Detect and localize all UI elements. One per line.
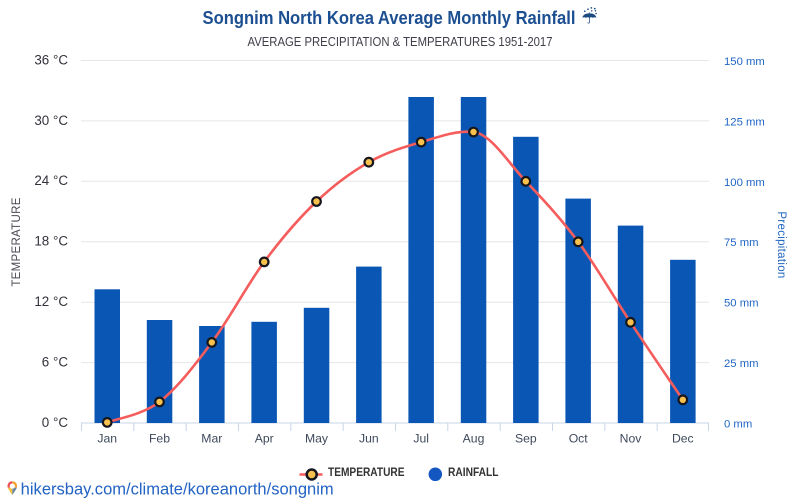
svg-text:TEMPERATURE: TEMPERATURE bbox=[328, 465, 405, 479]
svg-text:Jan: Jan bbox=[97, 432, 117, 446]
svg-text:0 °C: 0 °C bbox=[42, 415, 69, 430]
svg-text:Aug: Aug bbox=[463, 432, 485, 446]
svg-text:36 °C: 36 °C bbox=[34, 52, 68, 67]
svg-text:50 mm: 50 mm bbox=[724, 298, 759, 310]
svg-text:hikersbay.com/climate/koreanor: hikersbay.com/climate/koreanorth/songnim bbox=[21, 480, 334, 498]
svg-text:RAINFALL: RAINFALL bbox=[448, 465, 499, 479]
svg-text:0 mm: 0 mm bbox=[724, 419, 752, 431]
svg-text:18 °C: 18 °C bbox=[34, 234, 68, 249]
svg-text:Oct: Oct bbox=[569, 432, 589, 446]
svg-text:Jul: Jul bbox=[413, 432, 429, 446]
svg-text:TEMPERATURE: TEMPERATURE bbox=[11, 197, 23, 286]
svg-text:150 mm: 150 mm bbox=[724, 56, 765, 68]
svg-text:6 °C: 6 °C bbox=[42, 355, 69, 370]
svg-text:12 °C: 12 °C bbox=[34, 294, 68, 309]
svg-text:75 mm: 75 mm bbox=[724, 237, 759, 249]
svg-text:Feb: Feb bbox=[149, 432, 170, 446]
svg-text:Apr: Apr bbox=[255, 432, 274, 446]
svg-text:Sep: Sep bbox=[515, 432, 537, 446]
svg-text:Jun: Jun bbox=[359, 432, 379, 446]
svg-text:125 mm: 125 mm bbox=[724, 116, 765, 128]
svg-text:30 °C: 30 °C bbox=[34, 113, 68, 128]
svg-text:25 mm: 25 mm bbox=[724, 358, 759, 370]
svg-text:Mar: Mar bbox=[201, 432, 222, 446]
svg-text:Dec: Dec bbox=[672, 432, 694, 446]
svg-text:24 °C: 24 °C bbox=[34, 173, 68, 188]
svg-text:Precipitation: Precipitation bbox=[775, 211, 787, 278]
svg-text:100 mm: 100 mm bbox=[724, 177, 765, 189]
svg-text:Songnim North Korea Average Mo: Songnim North Korea Average Monthly Rain… bbox=[203, 7, 576, 28]
svg-text:May: May bbox=[305, 432, 329, 446]
svg-text:Nov: Nov bbox=[620, 432, 643, 446]
svg-text:AVERAGE PRECIPITATION & TEMPER: AVERAGE PRECIPITATION & TEMPERATURES 195… bbox=[248, 35, 553, 49]
